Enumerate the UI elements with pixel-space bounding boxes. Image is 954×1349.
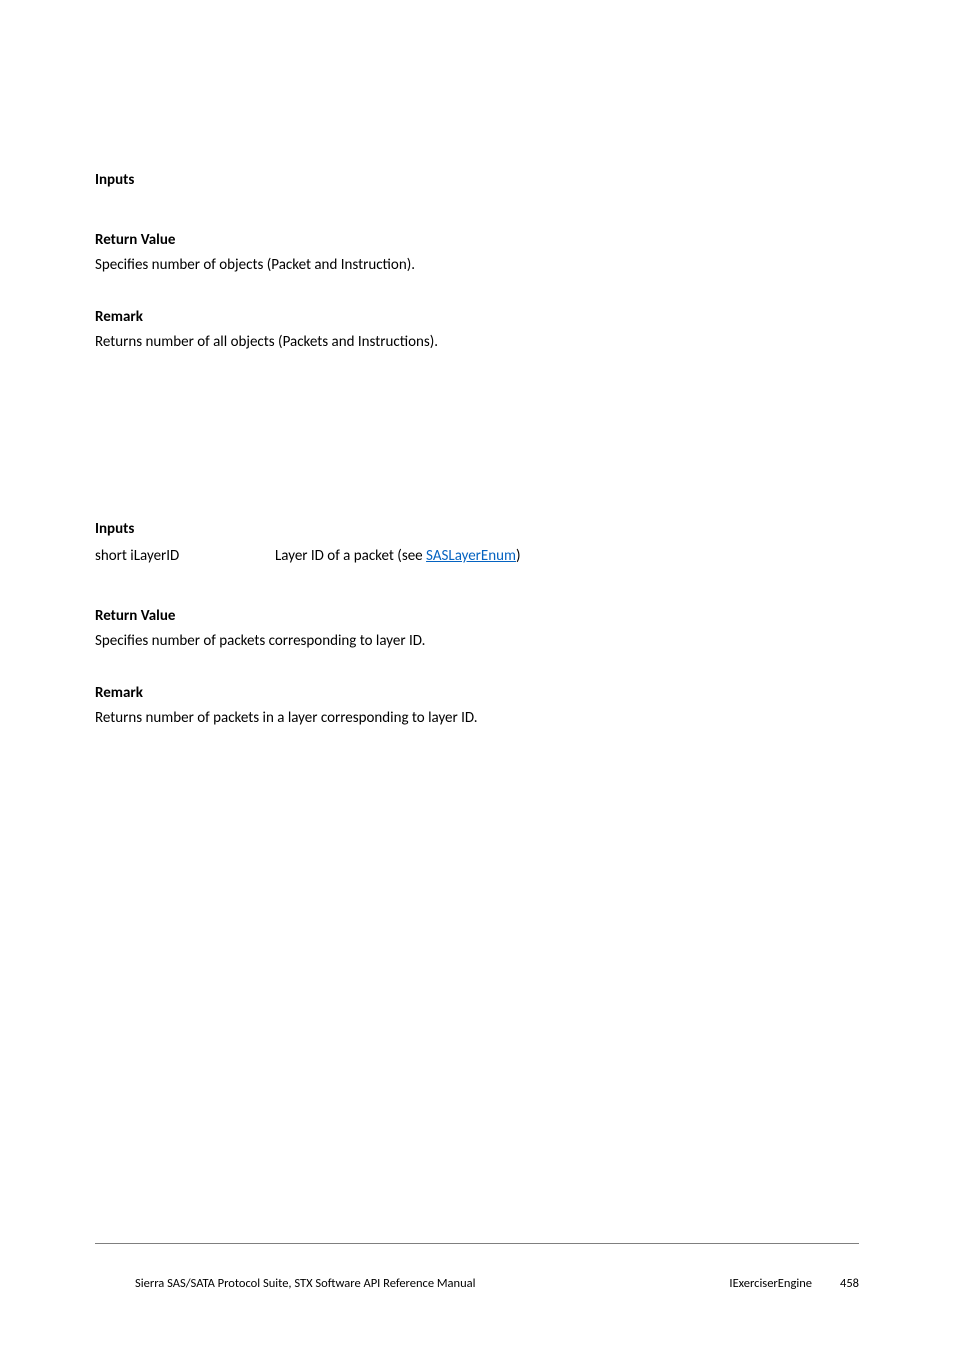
footer-page-number: 458 xyxy=(840,1276,859,1291)
heading-inputs-1: Inputs xyxy=(95,171,859,189)
param-desc-pre: Layer ID of a packet (see xyxy=(275,547,426,565)
text-return-value-2: Specifies number of packets correspondin… xyxy=(95,631,859,652)
footer-right: IExerciserEngine 458 xyxy=(729,1276,859,1291)
footer-section-label: IExerciserEngine xyxy=(729,1276,812,1291)
footer-rule xyxy=(95,1243,859,1244)
param-name: short iLayerID xyxy=(95,546,275,567)
param-description: Layer ID of a packet (see SASLayerEnum) xyxy=(275,546,859,567)
document-page: Inputs Return Value Specifies number of … xyxy=(0,0,954,1349)
heading-remark-2: Remark xyxy=(95,684,859,702)
footer-manual-title: Sierra SAS/SATA Protocol Suite, STX Soft… xyxy=(135,1276,476,1291)
heading-remark-1: Remark xyxy=(95,308,859,326)
heading-return-value-1: Return Value xyxy=(95,231,859,249)
text-remark-2: Returns number of packets in a layer cor… xyxy=(95,708,859,729)
param-desc-post: ) xyxy=(516,547,521,565)
link-saslayerenum[interactable]: SASLayerEnum xyxy=(426,547,516,565)
heading-inputs-2: Inputs xyxy=(95,520,859,538)
footer-line: Sierra SAS/SATA Protocol Suite, STX Soft… xyxy=(135,1264,859,1291)
text-return-value-1: Specifies number of objects (Packet and … xyxy=(95,255,859,276)
page-footer: Sierra SAS/SATA Protocol Suite, STX Soft… xyxy=(0,1243,954,1291)
param-row: short iLayerID Layer ID of a packet (see… xyxy=(95,546,859,567)
text-remark-1: Returns number of all objects (Packets a… xyxy=(95,332,859,353)
section-gap xyxy=(95,357,859,492)
heading-return-value-2: Return Value xyxy=(95,607,859,625)
